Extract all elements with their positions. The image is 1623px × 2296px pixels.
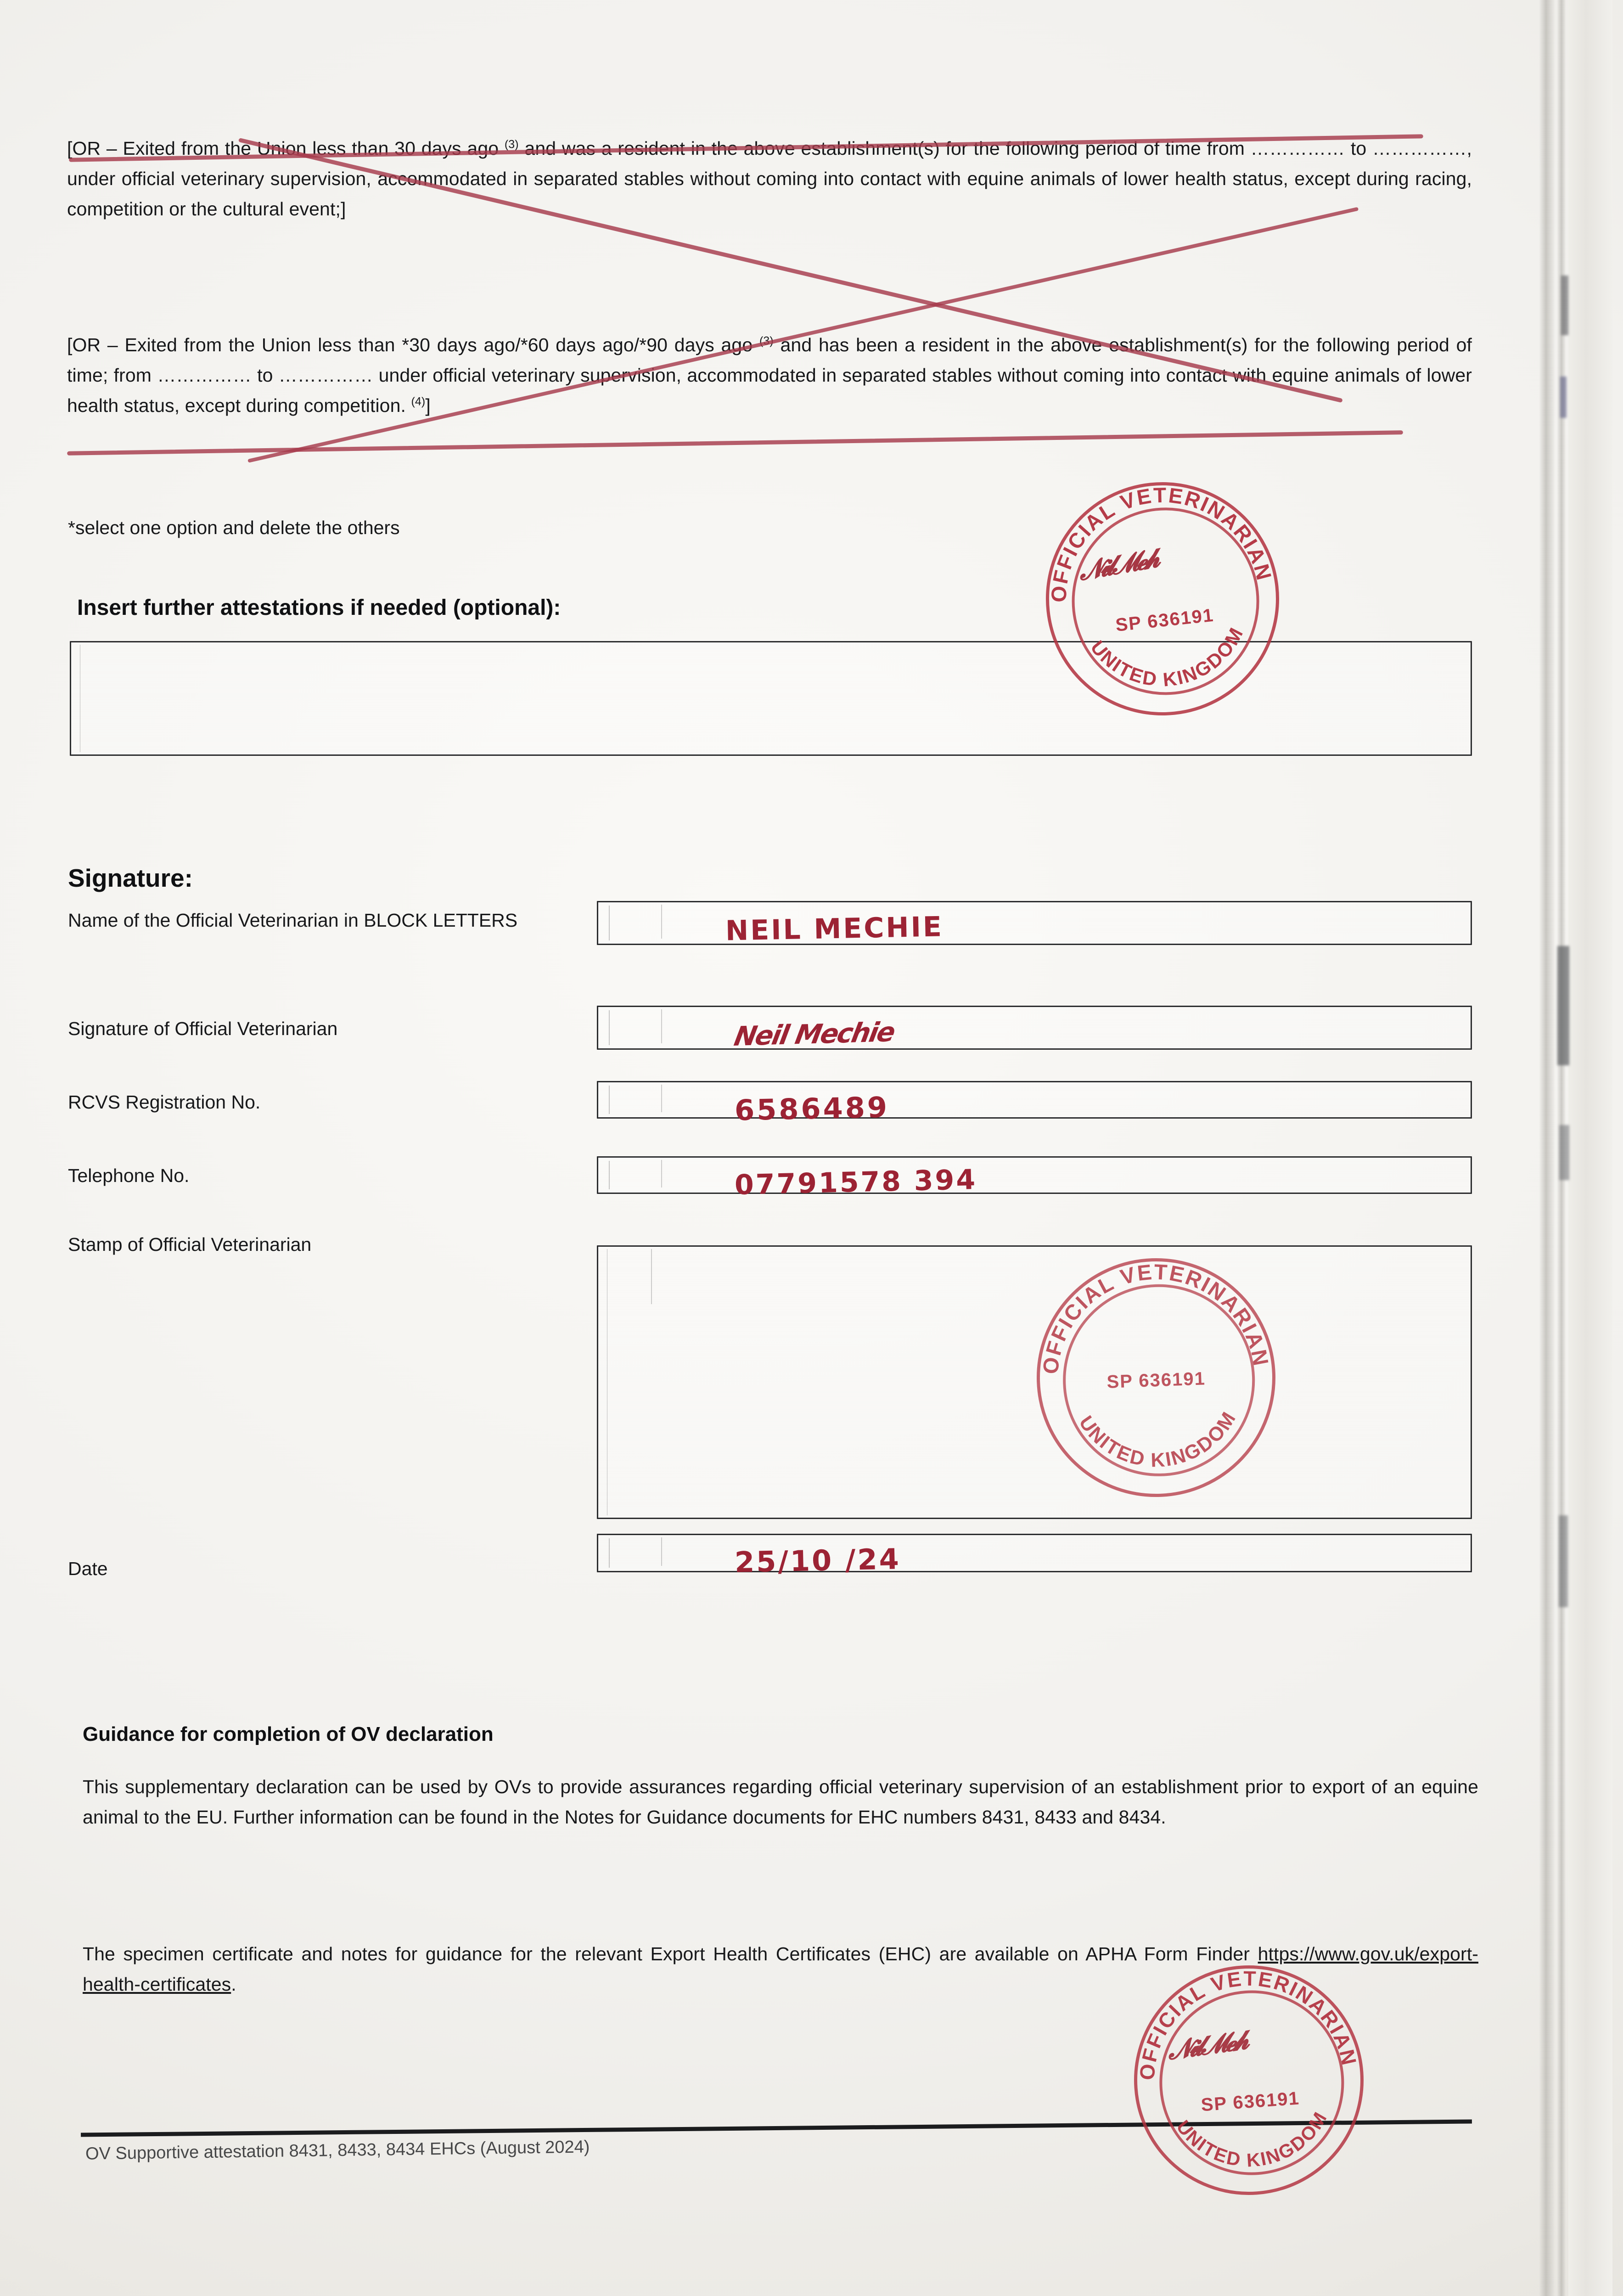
select-one-option-note: *select one option and delete the others xyxy=(68,517,400,538)
field-date[interactable] xyxy=(597,1534,1472,1572)
field-ov-name[interactable] xyxy=(597,901,1472,945)
field-guide-b xyxy=(661,1009,662,1043)
scanner-artifact-3 xyxy=(1557,946,1569,1065)
footnote-ref-4: (4) xyxy=(411,395,426,408)
field-guide-a xyxy=(609,1010,610,1045)
signature-section-title: Signature: xyxy=(68,864,193,892)
guidance-paragraph-2: The specimen certificate and notes for g… xyxy=(83,1939,1478,1999)
handwriting-rcvs-registration: 6586489 xyxy=(734,1090,890,1127)
field-guide-a xyxy=(609,1086,610,1114)
handwriting-ov-name: NEIL MECHIE xyxy=(725,911,944,947)
field-guide-b xyxy=(651,1249,652,1304)
label-ov-signature: Signature of Official Veterinarian xyxy=(68,1018,338,1039)
insert-attestations-heading: Insert further attestations if needed (o… xyxy=(77,596,561,620)
label-telephone: Telephone No. xyxy=(68,1165,190,1186)
scanner-artifact-4 xyxy=(1559,1125,1569,1180)
paragraph-2-text-c: ] xyxy=(425,395,431,416)
field-guide-b xyxy=(661,1160,662,1187)
scanner-artifact-2 xyxy=(1560,377,1567,418)
attestations-textbox[interactable] xyxy=(70,641,1472,756)
field-guide-a xyxy=(609,1161,610,1189)
field-ov-stamp[interactable] xyxy=(597,1245,1472,1519)
footnote-ref-3: (3) xyxy=(504,138,519,151)
field-guide-a xyxy=(609,1538,610,1568)
guidance-paragraph-1: This supplementary declaration can be us… xyxy=(83,1776,1478,1828)
scanner-artifact-1 xyxy=(1561,276,1568,335)
handwriting-telephone: 07791578 394 xyxy=(734,1164,977,1201)
field-rcvs-registration[interactable] xyxy=(597,1081,1472,1119)
guidance-p2-after: . xyxy=(231,1974,236,1995)
field-guide-b xyxy=(661,1085,662,1112)
guidance-heading: Guidance for completion of OV declaratio… xyxy=(83,1723,494,1745)
label-rcvs-registration: RCVS Registration No. xyxy=(68,1092,261,1113)
field-telephone[interactable] xyxy=(597,1156,1472,1194)
label-date: Date xyxy=(68,1558,108,1579)
label-ov-stamp: Stamp of Official Veterinarian xyxy=(68,1234,312,1255)
label-ov-name: Name of the Official Veterinarian in BLO… xyxy=(68,910,518,931)
handwriting-ov-signature: Neil Mechie xyxy=(731,1016,897,1052)
field-ov-signature[interactable] xyxy=(597,1006,1472,1050)
handwriting-date: 25/10 /24 xyxy=(734,1542,901,1579)
scanner-artifact-5 xyxy=(1559,1515,1568,1607)
export-health-certificates-link[interactable]: https://www.gov.uk/export-health-certifi… xyxy=(83,1943,1478,1995)
field-guide-b xyxy=(661,1537,662,1566)
field-guide-a xyxy=(609,906,610,940)
guidance-p2-before: The specimen certificate and notes for g… xyxy=(83,1943,1258,1964)
paragraph-2-text-a: [OR – Exited from the Union less than *3… xyxy=(67,334,759,355)
field-guide-b xyxy=(661,905,662,939)
